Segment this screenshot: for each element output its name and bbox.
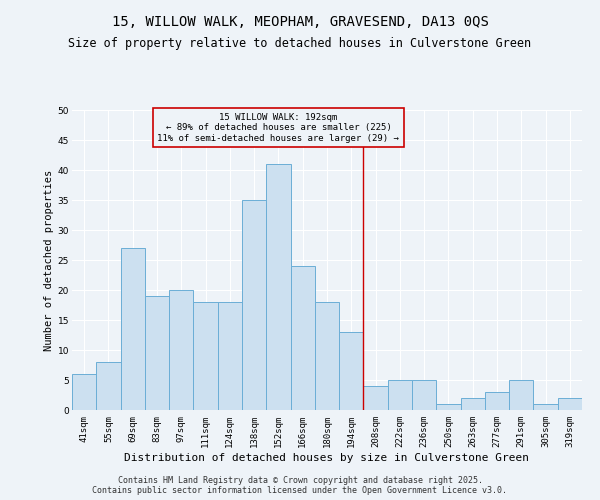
Bar [339,332,364,410]
Bar [388,380,412,410]
Bar [266,164,290,410]
Text: Contains HM Land Registry data © Crown copyright and database right 2025.
Contai: Contains HM Land Registry data © Crown c… [92,476,508,495]
Bar [145,296,169,410]
Bar [558,398,582,410]
Bar [169,290,193,410]
Bar [461,398,485,410]
Bar [533,404,558,410]
Bar [290,266,315,410]
Bar [218,302,242,410]
Bar [485,392,509,410]
Bar [193,302,218,410]
Y-axis label: Number of detached properties: Number of detached properties [44,170,53,350]
Bar [315,302,339,410]
Bar [364,386,388,410]
Bar [242,200,266,410]
Bar [121,248,145,410]
Bar [436,404,461,410]
X-axis label: Distribution of detached houses by size in Culverstone Green: Distribution of detached houses by size … [125,452,530,462]
Bar [412,380,436,410]
Text: 15 WILLOW WALK: 192sqm
← 89% of detached houses are smaller (225)
11% of semi-de: 15 WILLOW WALK: 192sqm ← 89% of detached… [157,113,400,143]
Text: Size of property relative to detached houses in Culverstone Green: Size of property relative to detached ho… [68,38,532,51]
Text: 15, WILLOW WALK, MEOPHAM, GRAVESEND, DA13 0QS: 15, WILLOW WALK, MEOPHAM, GRAVESEND, DA1… [112,15,488,29]
Bar [72,374,96,410]
Bar [96,362,121,410]
Bar [509,380,533,410]
